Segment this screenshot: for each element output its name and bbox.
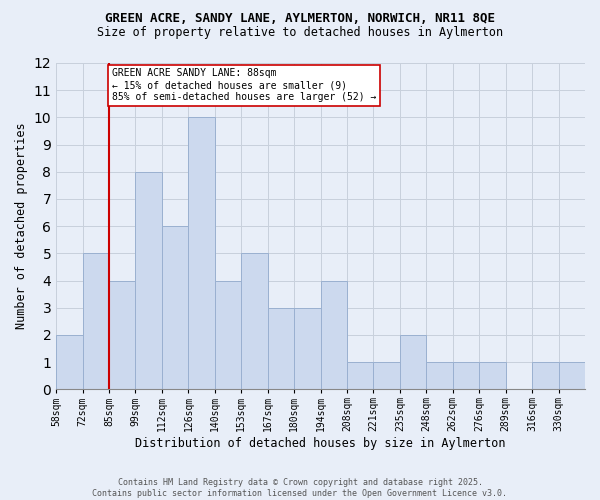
Bar — [241, 254, 268, 389]
Bar — [188, 118, 215, 389]
Bar — [320, 280, 347, 389]
Bar — [215, 280, 241, 389]
Bar — [400, 335, 427, 389]
Bar — [427, 362, 453, 389]
X-axis label: Distribution of detached houses by size in Aylmerton: Distribution of detached houses by size … — [136, 437, 506, 450]
Bar — [347, 362, 373, 389]
Text: Contains HM Land Registry data © Crown copyright and database right 2025.
Contai: Contains HM Land Registry data © Crown c… — [92, 478, 508, 498]
Bar — [109, 280, 136, 389]
Bar — [136, 172, 162, 389]
Text: GREEN ACRE, SANDY LANE, AYLMERTON, NORWICH, NR11 8QE: GREEN ACRE, SANDY LANE, AYLMERTON, NORWI… — [105, 12, 495, 26]
Bar — [56, 335, 83, 389]
Bar — [373, 362, 400, 389]
Text: Size of property relative to detached houses in Aylmerton: Size of property relative to detached ho… — [97, 26, 503, 39]
Bar — [453, 362, 479, 389]
Bar — [479, 362, 506, 389]
Bar — [268, 308, 294, 389]
Bar — [162, 226, 188, 389]
Bar — [559, 362, 585, 389]
Bar — [83, 254, 109, 389]
Y-axis label: Number of detached properties: Number of detached properties — [15, 123, 28, 330]
Text: GREEN ACRE SANDY LANE: 88sqm
← 15% of detached houses are smaller (9)
85% of sem: GREEN ACRE SANDY LANE: 88sqm ← 15% of de… — [112, 68, 376, 102]
Bar — [532, 362, 559, 389]
Bar — [294, 308, 320, 389]
